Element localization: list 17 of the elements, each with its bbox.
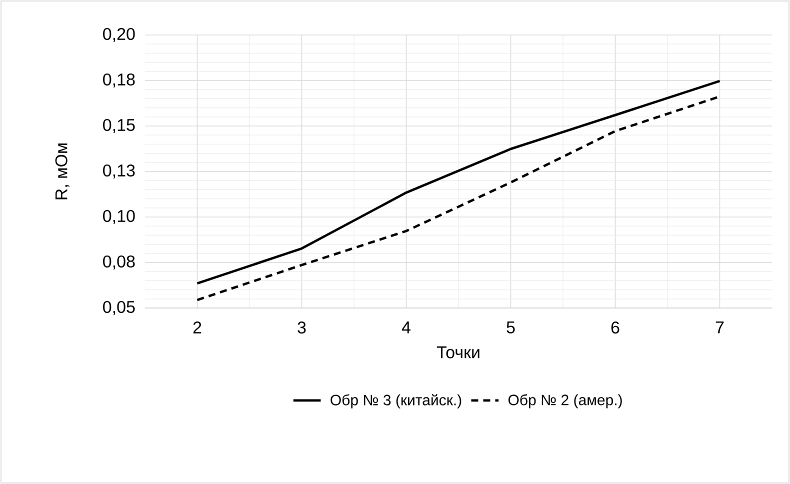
y-tick-label: 0,10 xyxy=(103,210,135,224)
y-tick-label: 0,05 xyxy=(103,300,135,316)
x-tick-label: 5 xyxy=(506,322,515,334)
y-tick-label: 0,13 xyxy=(103,164,135,179)
x-tick-label: 3 xyxy=(298,322,306,334)
x-axis-title: Точки xyxy=(436,346,480,358)
x-tick-label: 7 xyxy=(716,322,724,334)
x-tick-label: 6 xyxy=(611,322,620,334)
legend-label: Обр № 3 (китайск.) xyxy=(330,394,462,408)
x-tick-label: 2 xyxy=(193,322,202,334)
legend-label: Обр № 2 (амер.) xyxy=(508,394,622,408)
y-axis-title: R, мОм xyxy=(55,144,70,200)
y-tick-label: 0,20 xyxy=(103,28,135,42)
y-tick-label: 0,08 xyxy=(103,255,135,270)
x-tick-label: 4 xyxy=(402,322,410,334)
y-tick-label: 0,18 xyxy=(103,73,135,88)
y-tick-label: 0,15 xyxy=(103,118,135,134)
